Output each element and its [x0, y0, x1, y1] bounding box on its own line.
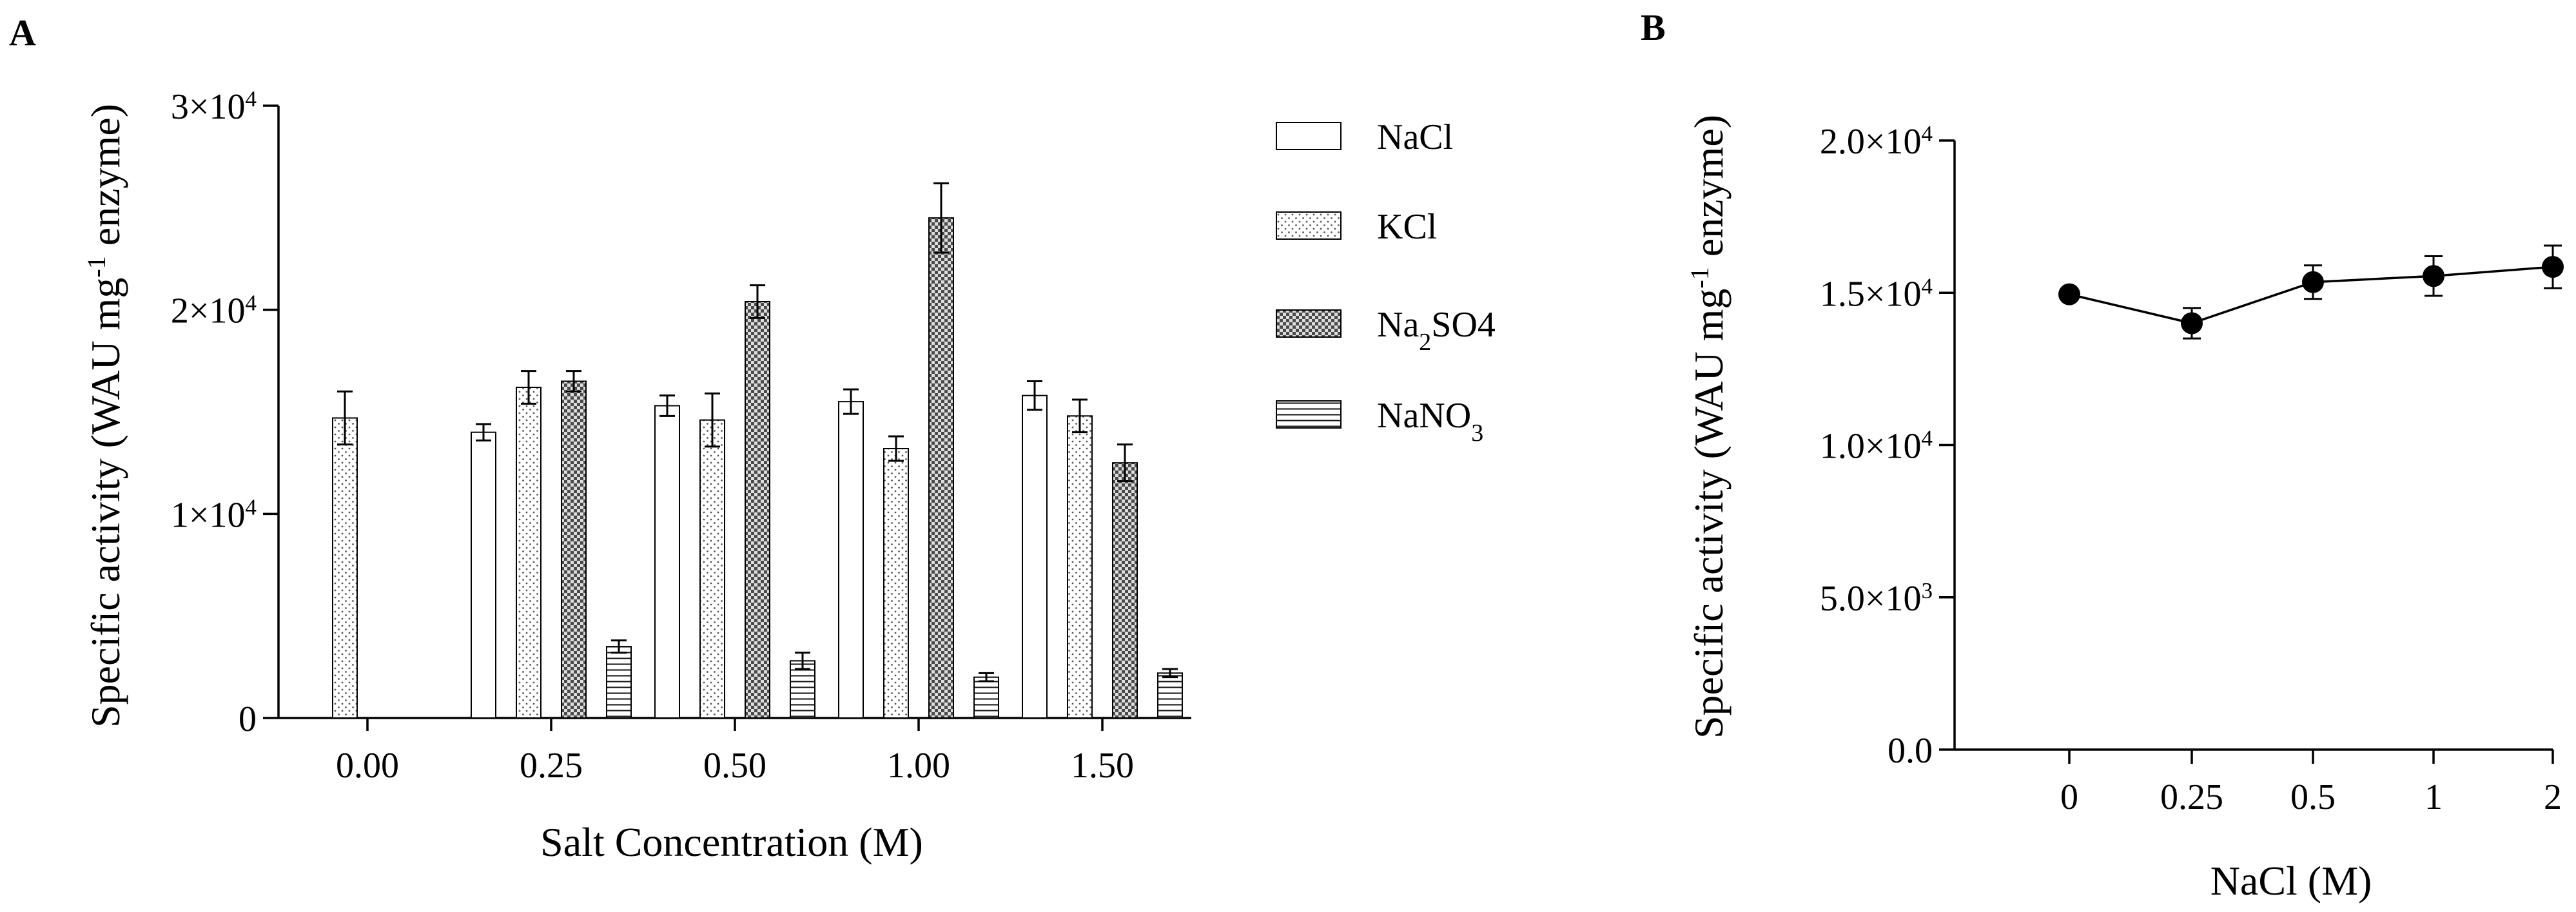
panel-b-y-tick-label-exponent: 4: [1922, 425, 1933, 451]
panel-a-x-axis-label: Salt Concentration (M): [540, 819, 923, 865]
legend-label-text: NaCl: [1377, 117, 1453, 157]
panel-a-label: A: [9, 12, 36, 53]
panel-a-y-tick-label-exponent: 4: [246, 86, 257, 112]
legend-label: NaNO3: [1377, 396, 1483, 447]
bar-plain: [1022, 394, 1048, 719]
panel-b-x-tick-label: 0: [2060, 777, 2078, 817]
legend-label-subscript: 2: [1419, 329, 1431, 356]
data-point: [2181, 312, 2203, 335]
bar-dots: [883, 448, 909, 719]
bar-checker: [928, 217, 954, 719]
bar-checker: [561, 380, 587, 719]
panel-a-y-tick-label-exponent: 4: [246, 494, 257, 519]
panel-b-y-tick-label-mantissa: 1.0×10: [1820, 427, 1922, 467]
panel-b-y-tick-label-exponent: 3: [1922, 577, 1933, 603]
panel-a-y-tick-label-mantissa: 2×10: [171, 291, 246, 331]
panel-b-y-tick-label-mantissa: 2.0×10: [1820, 122, 1922, 162]
panel-b-y-tick-label: 1.0×104: [1820, 425, 1933, 467]
panel-a-plot-area: [277, 106, 1191, 719]
panel-a-y-tick-label-exponent: 4: [246, 290, 257, 315]
panel-b-y-tick-label: 2.0×104: [1820, 121, 1933, 162]
panel-a-x-tick-label: 0.50: [703, 746, 766, 786]
panel-a-y-axis-label: Specific activity (WAU mg-1 enzyme): [82, 104, 129, 728]
panel-a-x-tick-label: 0.25: [520, 746, 583, 786]
ylabel-a-sup: -1: [82, 256, 111, 277]
panel-b-label: B: [1641, 6, 1666, 48]
bar-dots: [699, 419, 725, 719]
ylabel-b-part-1: Specific activity (WAU mg: [1686, 289, 1732, 739]
panel-b-y-tick-label-mantissa: 0.0: [1888, 731, 1933, 771]
data-point: [2542, 256, 2564, 278]
bar-checker: [1112, 462, 1138, 719]
panel-a-y-tick-label: 0: [239, 699, 257, 739]
panel-a-y-tick-label: 3×104: [171, 86, 257, 128]
data-point: [2423, 265, 2444, 287]
panel-a: A Specific activity (WAU mg-1 enzyme) 0 1…: [9, 12, 1496, 865]
legend-label-subscript: 3: [1471, 420, 1483, 447]
panel-b-y-tick-label-exponent: 4: [1922, 273, 1933, 298]
panel-a-legend: NaCl KCl Na2SO4 NaNO3: [1276, 117, 1496, 447]
bar-checker: [745, 301, 770, 719]
bar-dots: [516, 387, 542, 719]
bar-plain: [471, 431, 496, 719]
panel-b-y-tick-label: 1.5×104: [1820, 273, 1933, 315]
panel-a-y-tick-label-mantissa: 3×10: [171, 87, 246, 127]
panel-b: B Specific activity (WAU mg-1 enzyme) 0.…: [1641, 6, 2564, 904]
bar-hlines: [1157, 672, 1183, 719]
legend-label: KCl: [1377, 207, 1437, 247]
panel-b-x-tick-label: 0.5: [2290, 777, 2336, 817]
legend-swatch-hlines: [1276, 400, 1342, 429]
panel-b-plot-area: [1953, 141, 2564, 751]
legend-label-text: NaNO: [1377, 396, 1471, 436]
bar-dots: [332, 417, 358, 719]
panel-b-x-ticks: 0 0.25 0.5 1 2: [2060, 750, 2562, 817]
ylabel-a-part-2: enzyme): [83, 104, 128, 256]
legend-label-text: KCl: [1377, 207, 1437, 247]
panel-a-y-tick-label-mantissa: 1×10: [171, 495, 246, 535]
panel-b-x-tick-label: 1: [2425, 777, 2443, 817]
panel-a-y-tick-label: 2×104: [171, 290, 257, 331]
panel-a-x-tick-label: 1.00: [887, 746, 950, 786]
data-point: [2302, 271, 2324, 293]
panel-b-y-tick-label-mantissa: 1.5×10: [1820, 274, 1922, 314]
legend-label: Na2SO4: [1377, 305, 1496, 356]
legend-swatch-checker: [1276, 309, 1342, 338]
bar-plain: [654, 405, 680, 719]
legend-label-text-rest: SO4: [1431, 305, 1496, 345]
panel-a-y-tick-label-mantissa: 0: [239, 699, 257, 739]
data-point: [2058, 283, 2080, 306]
panel-b-y-tick-label: 5.0×103: [1820, 577, 1933, 619]
panel-b-y-tick-label-mantissa: 5.0×10: [1820, 579, 1922, 619]
legend-swatch-dots: [1276, 211, 1342, 240]
bar-hlines: [790, 660, 815, 719]
panel-b-x-tick-label: 2: [2544, 777, 2562, 817]
legend-label: NaCl: [1377, 117, 1453, 157]
legend-swatch-plain: [1276, 122, 1342, 150]
bar-dots: [1067, 415, 1093, 719]
ylabel-b-part-2: enzyme): [1686, 115, 1732, 267]
panel-a-x-tick-label: 0.00: [336, 746, 399, 786]
bar-hlines: [606, 646, 632, 719]
panel-a-y-tick-label: 1×104: [171, 494, 257, 536]
bar-hlines: [973, 676, 999, 719]
bar-plain: [838, 401, 864, 719]
panel-a-x-ticks: 0.00 0.25 0.50 1.00 1.50: [336, 718, 1134, 786]
ylabel-b-sup: -1: [1685, 267, 1714, 288]
legend-label-text: Na: [1377, 305, 1419, 345]
panel-b-y-axis-label: Specific activity (WAU mg-1 enzyme): [1685, 115, 1732, 739]
ylabel-a-part-1: Specific activity (WAU mg: [83, 278, 128, 728]
panel-a-x-tick-label: 1.50: [1071, 746, 1134, 786]
panel-b-x-tick-label: 0.25: [2160, 777, 2223, 817]
panel-b-y-tick-label-exponent: 4: [1922, 121, 1933, 146]
panel-b-y-tick-label: 0.0: [1888, 731, 1933, 771]
panel-b-x-axis-label: NaCl (M): [2210, 858, 2372, 904]
